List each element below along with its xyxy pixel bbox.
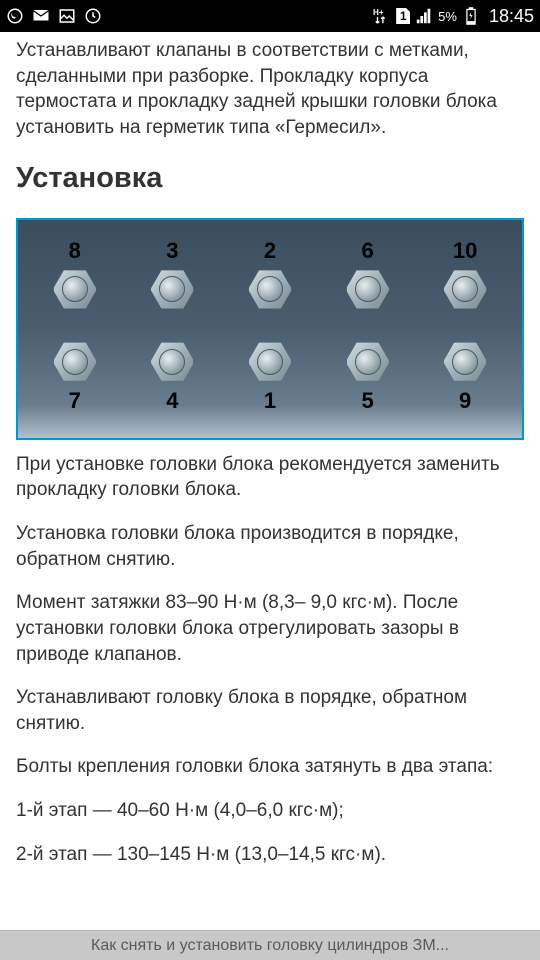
whatsapp-icon bbox=[6, 7, 24, 25]
bolt-row-top: 8 3 2 6 10 bbox=[18, 234, 522, 312]
paragraph: 2-й этап — 130–145 Н·м (13,0–14,5 кгс·м)… bbox=[16, 842, 524, 868]
status-right: H+ 1 5% 18:45 bbox=[373, 6, 534, 27]
paragraph: Момент затяжки 83–90 Н·м (8,3– 9,0 кгс·м… bbox=[16, 590, 524, 667]
bolt-3: 3 bbox=[138, 234, 206, 312]
mail-icon bbox=[32, 7, 50, 25]
battery-icon bbox=[462, 7, 480, 25]
paragraph: Устанавливают головку блока в порядке, о… bbox=[16, 685, 524, 736]
bolt-row-bottom: 7 4 1 5 9 bbox=[18, 340, 522, 418]
paragraph: Болты крепления головки блока затянуть в… bbox=[16, 754, 524, 780]
bolt-8: 8 bbox=[41, 234, 109, 312]
bolt-9: 9 bbox=[431, 340, 499, 418]
bolt-2: 2 bbox=[236, 234, 304, 312]
clock: 18:45 bbox=[489, 6, 534, 27]
paragraph: Устанавливают клапаны в соответствии с м… bbox=[16, 38, 524, 141]
bolt-6: 6 bbox=[334, 234, 402, 312]
bolt-10: 10 bbox=[431, 234, 499, 312]
battery-percent: 5% bbox=[438, 9, 457, 24]
image-icon bbox=[58, 7, 76, 25]
article-content[interactable]: Устанавливают клапаны в соответствии с м… bbox=[0, 32, 540, 867]
status-left bbox=[6, 7, 102, 25]
caption-text: Как снять и установить головку цилиндров… bbox=[91, 937, 449, 955]
svg-text:H+: H+ bbox=[373, 8, 384, 17]
app-caption-bar[interactable]: Как снять и установить головку цилиндров… bbox=[0, 930, 540, 960]
paragraph: Установка головки блока производится в п… bbox=[16, 521, 524, 572]
bolt-5: 5 bbox=[334, 340, 402, 418]
sim-icon: 1 bbox=[396, 8, 410, 24]
section-heading: Установка bbox=[16, 159, 524, 198]
paragraph: При установке головки блока рекомендуетс… bbox=[16, 452, 524, 503]
bolt-7: 7 bbox=[41, 340, 109, 418]
status-bar: H+ 1 5% 18:45 bbox=[0, 0, 540, 32]
bolt-4: 4 bbox=[138, 340, 206, 418]
bolt-diagram: 8 3 2 6 10 7 4 1 5 9 bbox=[16, 218, 524, 440]
bolt-1: 1 bbox=[236, 340, 304, 418]
paragraph: 1-й этап — 40–60 Н·м (4,0–6,0 кгс·м); bbox=[16, 798, 524, 824]
network-hplus-icon: H+ bbox=[373, 7, 391, 25]
signal-icon bbox=[415, 7, 433, 25]
sync-icon bbox=[84, 7, 102, 25]
